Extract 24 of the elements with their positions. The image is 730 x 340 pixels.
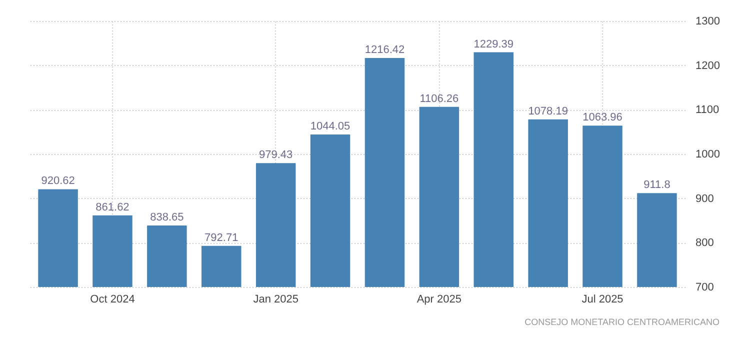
y-tick-label: 1100 [696,104,720,116]
y-tick-label: 1300 [696,16,720,28]
data-label: 1044.05 [310,120,350,132]
text: CONSEJO MONETARIO CENTROAMERICANO [524,317,720,327]
x-tick-label: Oct 2024 [90,294,135,306]
data-label: 1106.26 [420,92,459,105]
data-label: 920.62 [41,175,75,188]
data-label: 1063.96 [582,112,622,124]
data-label: 792.71 [204,232,238,244]
y-tick-label: 800 [696,237,714,250]
x-tick-label: Apr 2025 [416,294,462,306]
data-label: 911.8 [644,179,670,192]
data-label: 861.62 [96,201,130,214]
data-label: 1216.42 [364,44,405,56]
data-label: 1229.39 [474,38,514,50]
x-tick-label: Jul 2025 [582,294,624,306]
y-tick-label: 1000 [696,148,720,160]
data-label: 979.43 [259,149,293,162]
data-label: 838.65 [150,212,184,224]
data-label: 1078.19 [528,105,568,118]
y-tick-label: 1200 [696,60,720,72]
x-tick-label: Jan 2025 [253,294,298,306]
y-tick-label: 900 [696,192,714,205]
y-tick-label: 700 [696,282,714,294]
